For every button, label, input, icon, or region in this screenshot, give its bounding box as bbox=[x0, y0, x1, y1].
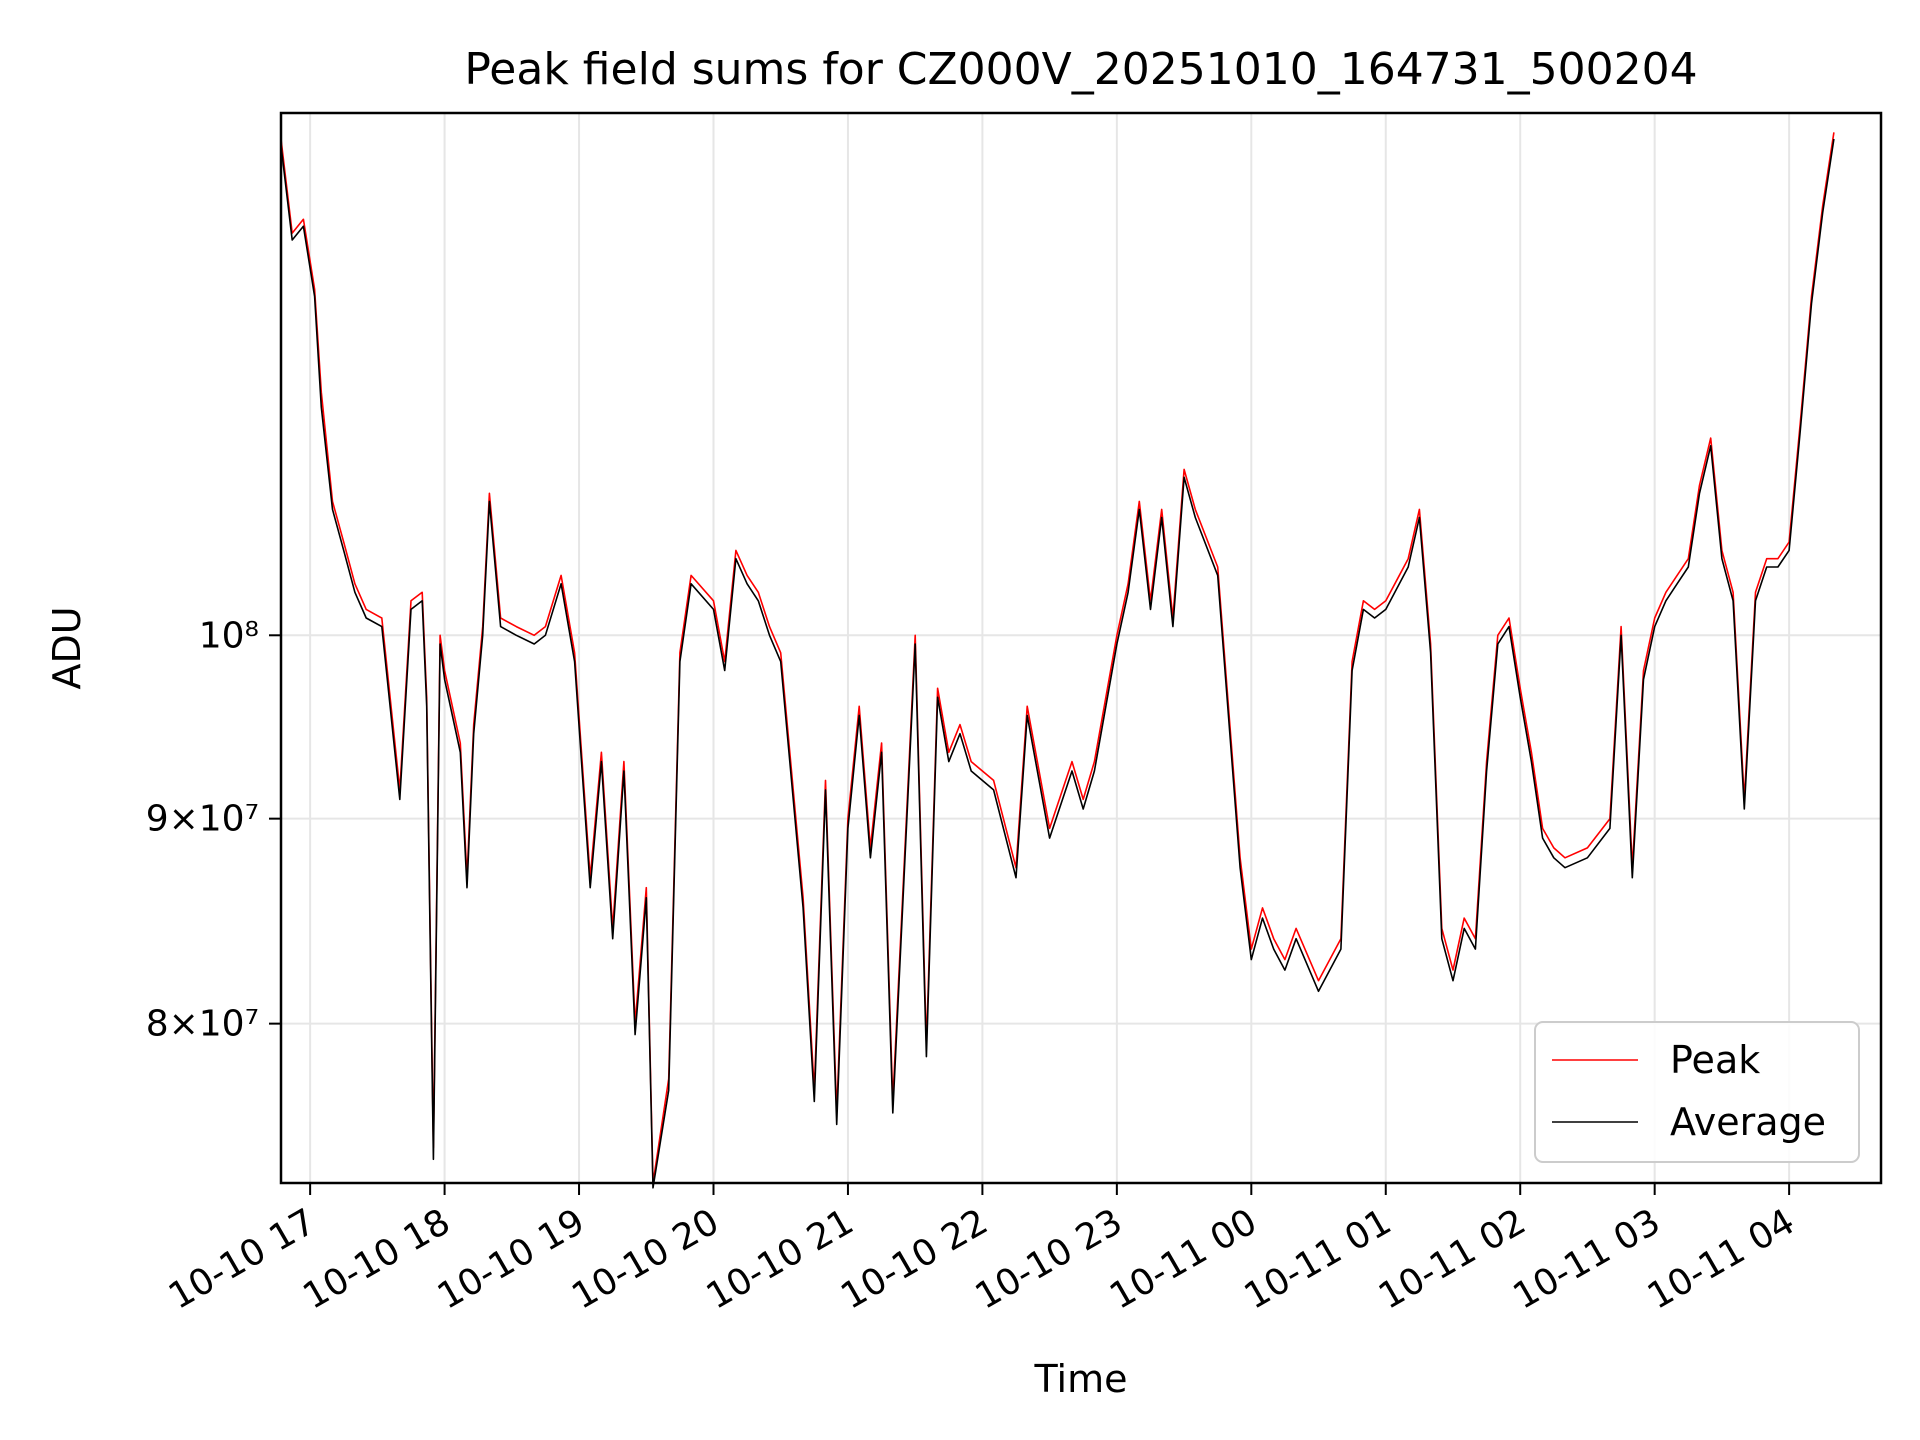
legend: Peak Average bbox=[1534, 1021, 1860, 1163]
x-axis-label: Time bbox=[1034, 1357, 1128, 1401]
y-tick-label: 9×10⁷ bbox=[146, 799, 259, 840]
plot-area bbox=[279, 111, 1883, 1185]
y-tick-label: 10⁸ bbox=[199, 615, 259, 656]
y-axis-label: ADU bbox=[45, 606, 89, 689]
legend-average-label: Average bbox=[1670, 1100, 1826, 1144]
series-lines bbox=[280, 132, 1835, 1189]
y-axis: 8×10⁷ 9×10⁷ 10⁸ bbox=[146, 615, 281, 1045]
y-tick-label: 8×10⁷ bbox=[146, 1004, 259, 1045]
grid bbox=[281, 113, 1881, 1183]
legend-peak-label: Peak bbox=[1670, 1038, 1760, 1082]
series-line-average bbox=[280, 138, 1835, 1189]
chart-title: Peak field sums for CZ000V_20251010_1647… bbox=[464, 44, 1697, 95]
legend-box bbox=[1534, 1021, 1860, 1163]
